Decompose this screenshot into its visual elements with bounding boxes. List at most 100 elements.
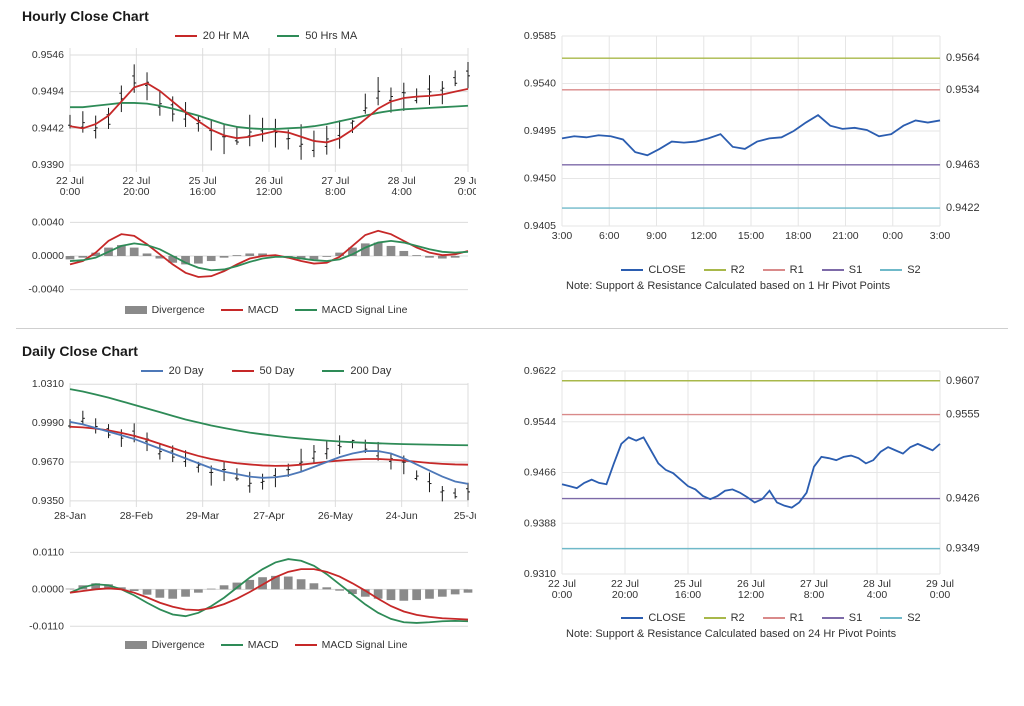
svg-text:24-Jun: 24-Jun xyxy=(386,510,418,522)
svg-text:27-Apr: 27-Apr xyxy=(253,510,285,522)
daily-macd-legend: Divergence MACD MACD Signal Line xyxy=(16,639,476,651)
daily-levels-chart: 0.93100.93880.94660.95440.962222 Jul0:00… xyxy=(506,365,986,610)
legend-item: CLOSE xyxy=(621,264,685,276)
svg-text:1.0310: 1.0310 xyxy=(32,379,64,390)
legend-item: R2 xyxy=(704,612,745,624)
svg-text:0.9534: 0.9534 xyxy=(946,84,980,96)
legend-item: CLOSE xyxy=(621,612,685,624)
hourly-levels-chart: 0.94050.94500.94950.95400.95853:006:009:… xyxy=(506,30,986,262)
svg-text:12:00: 12:00 xyxy=(691,230,717,242)
svg-text:9:00: 9:00 xyxy=(646,230,667,242)
svg-text:0.9350: 0.9350 xyxy=(32,495,64,507)
svg-text:0.9990: 0.9990 xyxy=(32,417,64,429)
legend-item: 200 Day xyxy=(322,365,391,377)
legend-item: Divergence xyxy=(125,304,205,316)
svg-text:0:00: 0:00 xyxy=(883,230,904,242)
svg-text:16:00: 16:00 xyxy=(675,589,701,601)
hourly-title: Hourly Close Chart xyxy=(22,8,1008,24)
hourly-levels-note: Note: Support & Resistance Calculated ba… xyxy=(506,280,986,292)
svg-text:0.9585: 0.9585 xyxy=(524,30,556,42)
legend-item: 20 Hr MA xyxy=(175,30,249,42)
section-divider xyxy=(16,328,1008,329)
hourly-macd-chart: -0.0040 0.0000 0.0040 xyxy=(16,210,476,302)
daily-levels-note: Note: Support & Resistance Calculated ba… xyxy=(506,628,986,640)
svg-text:8:00: 8:00 xyxy=(804,589,825,601)
svg-text:0:00: 0:00 xyxy=(60,186,81,198)
svg-text:20:00: 20:00 xyxy=(612,589,638,601)
svg-text:20:00: 20:00 xyxy=(123,186,149,198)
legend-item: R2 xyxy=(704,264,745,276)
svg-text:29-Mar: 29-Mar xyxy=(186,510,220,522)
svg-text:16:00: 16:00 xyxy=(190,186,216,198)
svg-text:0.9670: 0.9670 xyxy=(32,456,64,468)
legend-item: 20 Day xyxy=(141,365,204,377)
svg-text:28-Feb: 28-Feb xyxy=(120,510,153,522)
svg-text:0.9349: 0.9349 xyxy=(946,543,980,555)
svg-text:-0.0110: -0.0110 xyxy=(29,620,64,632)
daily-macd-chart: -0.0110 0.0000 0.0110 xyxy=(16,545,476,637)
hourly-section: Hourly Close Chart 20 Hr MA 50 Hrs MA 0.9… xyxy=(16,8,1008,316)
svg-text:-0.0040: -0.0040 xyxy=(28,284,64,296)
svg-text:0.9555: 0.9555 xyxy=(946,409,980,421)
svg-text:0.9463: 0.9463 xyxy=(946,159,980,171)
svg-text:0.0000: 0.0000 xyxy=(32,583,64,595)
legend-item: MACD Signal Line xyxy=(295,639,408,651)
svg-text:0.0040: 0.0040 xyxy=(32,216,64,228)
legend-item: S2 xyxy=(880,612,920,624)
svg-text:0.9466: 0.9466 xyxy=(524,467,556,479)
svg-text:0:00: 0:00 xyxy=(930,589,951,601)
daily-price-chart: 0.9350 0.9670 0.9990 1.0310 28-Jan 28-Feb 29-M… xyxy=(16,379,476,539)
hourly-levels-legend: CLOSE R2 R1 S1 S2 xyxy=(506,264,986,276)
daily-section: Daily Close Chart 20 Day 50 Day 200 Day 0.… xyxy=(16,343,1008,651)
svg-text:18:00: 18:00 xyxy=(785,230,811,242)
svg-text:15:00: 15:00 xyxy=(738,230,764,242)
legend-item: MACD Signal Line xyxy=(295,304,408,316)
daily-title: Daily Close Chart xyxy=(22,343,1008,359)
svg-text:21:00: 21:00 xyxy=(832,230,858,242)
svg-text:0.9494: 0.9494 xyxy=(32,86,64,98)
svg-text:25-Jul: 25-Jul xyxy=(454,510,476,522)
hourly-macd-legend: Divergence MACD MACD Signal Line xyxy=(16,304,476,316)
svg-text:12:00: 12:00 xyxy=(738,589,764,601)
svg-text:0.9390: 0.9390 xyxy=(32,159,64,171)
daily-price-legend: 20 Day 50 Day 200 Day xyxy=(16,365,476,377)
legend-item: MACD xyxy=(221,639,279,651)
svg-text:0.9442: 0.9442 xyxy=(32,122,64,134)
svg-text:0.9564: 0.9564 xyxy=(946,52,980,64)
svg-text:0.9607: 0.9607 xyxy=(946,375,980,387)
legend-item: S2 xyxy=(880,264,920,276)
svg-text:3:00: 3:00 xyxy=(552,230,573,242)
svg-text:0.9450: 0.9450 xyxy=(524,173,556,185)
svg-text:0.9540: 0.9540 xyxy=(524,78,556,90)
legend-item: R1 xyxy=(763,612,804,624)
svg-text:12:00: 12:00 xyxy=(256,186,282,198)
svg-text:3:00: 3:00 xyxy=(930,230,951,242)
svg-text:0.9544: 0.9544 xyxy=(524,416,556,428)
svg-text:8:00: 8:00 xyxy=(325,186,346,198)
legend-item: MACD xyxy=(221,304,279,316)
svg-text:0:00: 0:00 xyxy=(552,589,573,601)
svg-text:6:00: 6:00 xyxy=(599,230,620,242)
daily-levels-legend: CLOSE R2 R1 S1 S2 xyxy=(506,612,986,624)
svg-text:4:00: 4:00 xyxy=(867,589,888,601)
legend-item: 50 Hrs MA xyxy=(277,30,357,42)
svg-text:0.9546: 0.9546 xyxy=(32,49,64,61)
svg-text:0.9622: 0.9622 xyxy=(524,365,556,377)
svg-text:0.9426: 0.9426 xyxy=(946,493,980,505)
svg-text:4:00: 4:00 xyxy=(391,186,412,198)
legend-item: S1 xyxy=(822,612,862,624)
legend-item: Divergence xyxy=(125,639,205,651)
svg-text:26-May: 26-May xyxy=(318,510,354,522)
legend-item: 50 Day xyxy=(232,365,295,377)
svg-text:0.9422: 0.9422 xyxy=(946,202,980,214)
svg-text:0.0110: 0.0110 xyxy=(33,546,64,558)
svg-text:0.0000: 0.0000 xyxy=(32,250,64,262)
legend-item: R1 xyxy=(763,264,804,276)
svg-text:0.9388: 0.9388 xyxy=(524,517,556,529)
svg-text:0:00: 0:00 xyxy=(458,186,476,198)
svg-text:28-Jan: 28-Jan xyxy=(54,510,86,522)
svg-text:0.9495: 0.9495 xyxy=(524,125,556,137)
legend-item: S1 xyxy=(822,264,862,276)
hourly-price-legend: 20 Hr MA 50 Hrs MA xyxy=(16,30,476,42)
hourly-price-chart: 0.93900.94420.94940.954622 Jul0:0022 Jul… xyxy=(16,44,476,204)
